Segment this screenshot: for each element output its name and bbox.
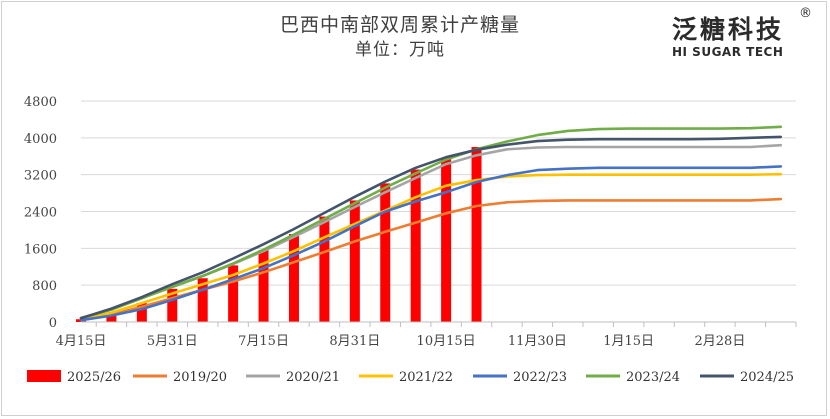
- legend-label: 2019/20: [173, 370, 227, 385]
- y-tick-label: 4000: [24, 132, 57, 147]
- bar-2025-26: [288, 234, 299, 322]
- y-tick-label: 800: [32, 279, 57, 294]
- series-line-2021-22: [79, 172, 783, 322]
- series-line-2022-23: [79, 165, 783, 322]
- series-line-2020-21: [79, 143, 783, 320]
- bar-2025-26: [228, 265, 239, 322]
- bar-2025-26: [197, 278, 208, 322]
- legend-label: 2023/24: [626, 370, 680, 385]
- x-tick-label: 7月15日: [238, 334, 289, 349]
- x-tick-label: 10月15日: [417, 334, 476, 349]
- chart-title: 巴西中南部双周累计产糖量: [279, 14, 520, 36]
- x-tick-label: 1月15日: [603, 334, 654, 349]
- bar-2025-26: [471, 147, 482, 322]
- y-tick-label: 0: [49, 316, 57, 331]
- x-tick-label: 11月30日: [508, 334, 567, 349]
- legend-label: 2025/26: [67, 370, 121, 385]
- legend-label: 2020/21: [286, 370, 340, 385]
- logo-chinese: 泛糖科技: [672, 15, 785, 44]
- y-tick-label: 2400: [24, 206, 57, 221]
- bar-2025-26: [410, 169, 421, 322]
- bar-2025-26: [349, 200, 360, 322]
- bar-2025-26: [258, 250, 269, 322]
- logo-registered-mark: ®: [799, 6, 812, 21]
- series-line-2023-24: [79, 125, 783, 320]
- bar-2025-26: [441, 159, 452, 322]
- bar-2025-26: [319, 216, 330, 322]
- logo-english: HI SUGAR TECH: [672, 45, 784, 59]
- x-tick-label: 8月31日: [329, 334, 380, 349]
- bar-2025-26: [136, 303, 147, 322]
- legend-swatch-bar: [27, 370, 61, 382]
- bar-2025-26: [380, 183, 391, 322]
- bar-2025-26: [106, 316, 117, 322]
- legend-label: 2022/23: [513, 370, 567, 385]
- legend-label: 2024/25: [740, 370, 794, 385]
- x-tick-label: 5月31日: [147, 334, 198, 349]
- y-tick-label: 1600: [24, 242, 57, 257]
- y-tick-label: 3200: [24, 169, 57, 184]
- series-line-2019-20: [79, 197, 783, 322]
- legend-label: 2021/22: [399, 370, 453, 385]
- x-tick-label: 2月28日: [695, 334, 746, 349]
- y-tick-label: 4800: [24, 95, 57, 110]
- x-tick-label: 4月15日: [56, 334, 107, 349]
- bar-2025-26: [167, 288, 178, 322]
- chart-subtitle: 单位：万吨: [355, 40, 445, 60]
- series-line-2024-25: [79, 135, 783, 320]
